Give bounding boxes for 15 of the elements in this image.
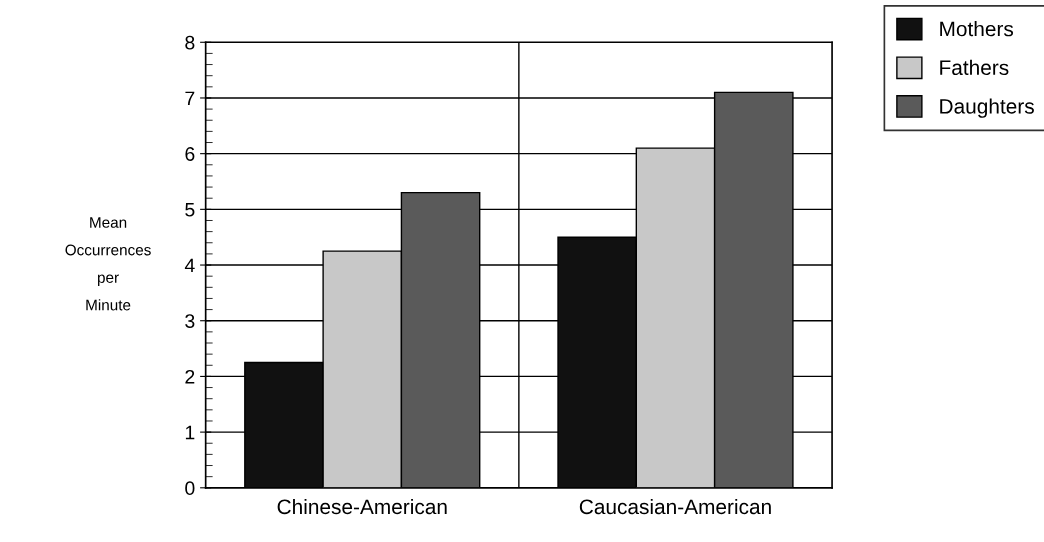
x-tick-label: Caucasian-American [579, 498, 771, 515]
legend-label: Fathers [940, 59, 1009, 76]
x-tick-label: Chinese-American [277, 498, 447, 515]
y-tick-label: 7 [185, 91, 195, 106]
y-tick-label: 0 [185, 481, 195, 496]
y-tick-label: 2 [185, 369, 195, 384]
text: Mean Occurrences per Minute [65, 217, 151, 311]
y-tick-label: 3 [185, 314, 195, 328]
legend-label: Mothers [940, 21, 1014, 37]
legend-label: Daughters [940, 98, 1034, 118]
y-tick-label: 5 [185, 203, 195, 217]
y-tick-label: 8 [185, 35, 195, 50]
y-tick-label: 1 [185, 425, 195, 440]
y-tick-label: 6 [185, 147, 195, 161]
y-tick-label: 4 [184, 258, 195, 273]
